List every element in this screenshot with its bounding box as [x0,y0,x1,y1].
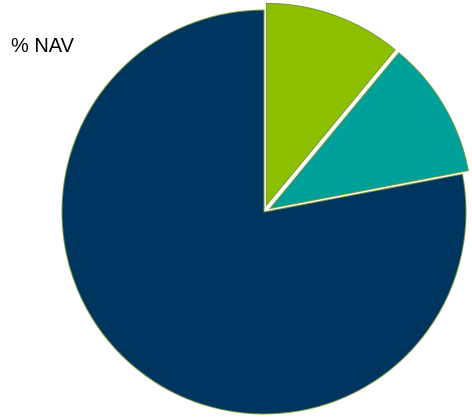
pie-slice-3 [61,9,467,415]
pie-slice-2 [268,52,470,210]
pie-slices [61,2,470,415]
chart-title: % NAV [11,35,74,57]
pie-slice-1 [265,2,396,207]
